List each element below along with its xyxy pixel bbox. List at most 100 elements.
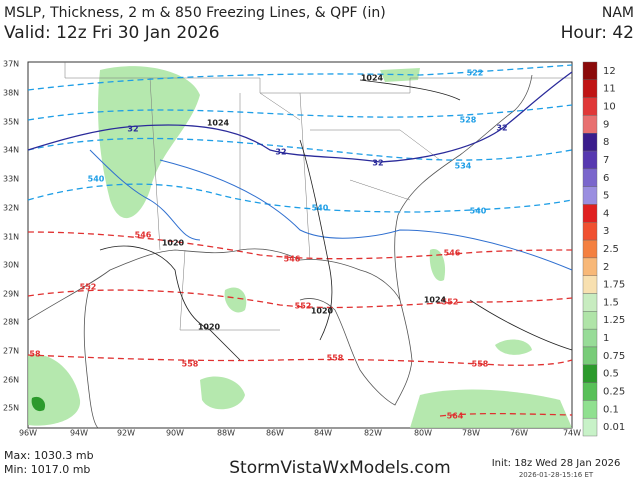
- colorbar-label: 1.75: [603, 280, 625, 291]
- max-pressure: Max: 1030.3 mb: [4, 449, 94, 462]
- colorbar-swatch: [582, 417, 598, 437]
- longitude-label: 88W: [217, 429, 235, 438]
- latitude-label: 34N: [3, 146, 19, 155]
- colorbar-swatch: [582, 328, 598, 348]
- contour-label: 58: [29, 350, 41, 359]
- contour-label: 552: [442, 298, 459, 307]
- model: NAM: [602, 5, 634, 21]
- latitude-labels: 37N 38N 35N 34N 33N 32N 31N 30N 29N 28N 27N 26N 25N: [3, 60, 19, 413]
- colorbar-swatch: [582, 257, 598, 276]
- contour-label: 546: [284, 255, 301, 264]
- contour-label: 540: [470, 207, 487, 216]
- contour-label: 1020: [162, 239, 185, 248]
- map-area: [27, 61, 573, 429]
- colorbar-label: 8: [603, 137, 609, 148]
- contour-label: 558: [472, 360, 489, 369]
- contour-label: 1024: [361, 74, 384, 83]
- contours: [27, 64, 573, 417]
- colorbar-swatch: [582, 346, 598, 365]
- site-name: StormVistaWxModels.com: [229, 458, 451, 478]
- latitude-label: 33N: [3, 175, 19, 184]
- colorbar-label: 0.5: [603, 369, 619, 380]
- colorbar-label: 1.5: [603, 297, 619, 308]
- colorbar-swatch: [582, 311, 598, 330]
- colorbar-label: 0.01: [603, 422, 625, 433]
- colorbar-swatch: [582, 382, 598, 401]
- longitude-labels: 96W 94W 92W 90W 88W 86W 84W 82W 80W 78W 76W 74W: [19, 429, 581, 438]
- contour-label: 32: [275, 148, 286, 157]
- colorbar-swatch: [582, 97, 598, 116]
- latitude-label: 28N: [3, 318, 19, 327]
- colorbar-label: 5: [603, 191, 609, 202]
- colorbar-label: 2: [603, 262, 609, 273]
- colorbar-swatch: [582, 168, 598, 187]
- colorbar-label: 4: [603, 208, 609, 219]
- colorbar-label: 1.25: [603, 315, 625, 326]
- colorbar-swatch: [582, 222, 598, 241]
- colorbar-swatch: [582, 364, 598, 383]
- timestamp: 2026-01-28-15:16 ET: [519, 471, 594, 479]
- longitude-label: 90W: [166, 429, 184, 438]
- colorbar-swatch: [582, 400, 598, 419]
- contour-label: 1024: [424, 296, 447, 305]
- colorbar-label: 12: [603, 66, 616, 77]
- contour-label: 1024: [207, 119, 230, 128]
- colorbar-label: 0.1: [603, 404, 619, 415]
- colorbar-swatch: [582, 275, 598, 294]
- latitude-label: 27N: [3, 347, 19, 356]
- colorbar-label: 0.75: [603, 351, 625, 362]
- colorbar-label: 9: [603, 119, 609, 130]
- colorbar-label: 0.25: [603, 386, 625, 397]
- contour-label: 522: [467, 69, 484, 78]
- contour-label: 540: [312, 204, 329, 213]
- contour-label: 552: [80, 283, 97, 292]
- init-time: Init: 18z Wed 28 Jan 2026: [492, 458, 621, 469]
- colorbar-swatch: [582, 61, 598, 81]
- contour-label: 32: [372, 159, 383, 168]
- latitude-label: 30N: [3, 261, 19, 270]
- colorbar-label: 3: [603, 226, 609, 237]
- contour-labels: 522 528 534 540 540 540 546 546 546 552 552 552 558 5…: [29, 69, 507, 421]
- contour-label: 528: [460, 116, 477, 125]
- title: MSLP, Thickness, 2 m & 850 Freezing Line…: [4, 5, 386, 21]
- longitude-label: 86W: [266, 429, 284, 438]
- latitude-label: 35N: [3, 118, 19, 127]
- contour-label: 1020: [198, 323, 221, 332]
- contour-label: 552: [295, 302, 312, 311]
- contour-label: 558: [327, 354, 344, 363]
- longitude-label: 84W: [314, 429, 332, 438]
- latitude-label: 37N: [3, 60, 19, 69]
- qpf: [28, 66, 572, 428]
- contour-label: 540: [88, 175, 105, 184]
- latitude-label: 26N: [3, 376, 19, 385]
- colorbar-swatch: [582, 293, 598, 312]
- forecast-hour: Hour: 42: [561, 23, 634, 43]
- contour-label: 546: [444, 249, 461, 258]
- longitude-label: 92W: [117, 429, 135, 438]
- colorbar-label: 11: [603, 84, 616, 95]
- contour-label: 1020: [311, 307, 334, 316]
- longitude-label: 82W: [364, 429, 382, 438]
- contour-label: 564: [447, 412, 464, 421]
- contour-label: 534: [455, 162, 472, 171]
- land: [27, 62, 572, 429]
- valid-time: Valid: 12z Fri 30 Jan 2026: [4, 23, 220, 43]
- colorbar: 12 11 10 9 8 7 6 5 4 3 2.5 2 1.75 1.5 1.25 1 0.75 0.5 0.25…: [582, 61, 625, 437]
- min-pressure: Min: 1017.0 mb: [4, 463, 90, 476]
- contour-label: 558: [182, 360, 199, 369]
- contour-label: 32: [496, 124, 507, 133]
- colorbar-swatch: [582, 115, 598, 134]
- colorbar-swatch: [582, 204, 598, 223]
- latitude-label: 31N: [3, 233, 19, 242]
- colorbar-label: 1: [603, 333, 609, 344]
- longitude-label: 94W: [70, 429, 88, 438]
- colorbar-label: 7: [603, 155, 609, 166]
- colorbar-label: 2.5: [603, 244, 619, 255]
- contour-label: 32: [127, 125, 138, 134]
- colorbar-label: 6: [603, 173, 609, 184]
- latitude-label: 25N: [3, 404, 19, 413]
- longitude-label: 76W: [510, 429, 528, 438]
- longitude-label: 78W: [462, 429, 480, 438]
- longitude-label: 80W: [414, 429, 432, 438]
